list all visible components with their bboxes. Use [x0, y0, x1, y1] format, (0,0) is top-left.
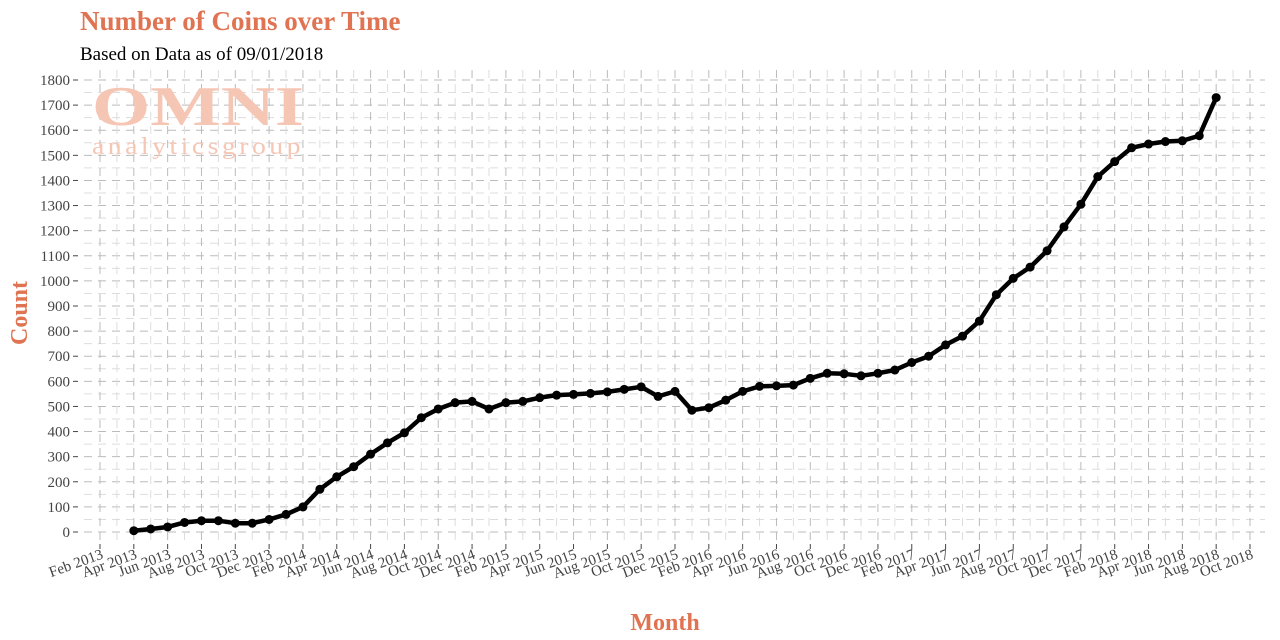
y-tick-label: 400 — [48, 425, 71, 441]
point — [1025, 262, 1035, 272]
y-tick-label: 700 — [48, 349, 71, 365]
point — [366, 449, 376, 459]
y-tick-label: 1100 — [41, 249, 70, 265]
point — [771, 381, 781, 391]
point — [180, 517, 190, 527]
point — [890, 365, 900, 375]
point — [653, 391, 663, 401]
point — [1059, 222, 1069, 232]
y-tick-label: 100 — [48, 500, 71, 516]
y-tick-label: 1700 — [40, 98, 70, 114]
point — [856, 371, 866, 381]
point — [941, 340, 951, 350]
point — [399, 428, 409, 438]
y-tick-label: 200 — [48, 475, 71, 491]
y-tick-label: 500 — [48, 399, 71, 415]
point — [704, 403, 714, 413]
y-tick-label: 1800 — [40, 73, 70, 89]
y-tick-label: 900 — [48, 299, 71, 315]
point — [822, 368, 832, 378]
point — [247, 518, 257, 528]
y-tick-label: 1200 — [40, 224, 70, 240]
point — [129, 526, 139, 536]
chart-subtitle: Based on Data as of 09/01/2018 — [80, 44, 323, 65]
point — [839, 369, 849, 379]
point — [1110, 157, 1120, 167]
point — [467, 396, 477, 406]
point — [619, 384, 629, 394]
y-tick-label: 1600 — [40, 123, 70, 139]
point — [958, 331, 967, 341]
point — [805, 373, 815, 383]
point — [670, 386, 680, 396]
point — [535, 393, 545, 403]
point — [484, 404, 494, 414]
point — [721, 395, 731, 405]
y-tick-label: 1500 — [40, 148, 70, 164]
point — [163, 522, 173, 532]
watermark-logo: OMNI — [92, 76, 304, 138]
point — [416, 413, 426, 423]
watermark-text: analyticsgroup — [92, 134, 304, 160]
point — [602, 387, 612, 397]
point — [687, 405, 697, 415]
point — [788, 380, 798, 390]
point — [1093, 172, 1103, 182]
y-tick-label: 0 — [63, 525, 71, 541]
point — [298, 502, 308, 512]
point — [974, 316, 984, 326]
y-tick-label: 800 — [48, 324, 71, 340]
point — [1144, 139, 1154, 149]
point — [552, 390, 562, 400]
point — [636, 382, 646, 392]
point — [585, 388, 595, 398]
point — [755, 381, 765, 391]
point — [315, 484, 325, 494]
point — [738, 386, 748, 396]
point — [1127, 143, 1137, 153]
point — [1211, 93, 1221, 103]
y-tick-label: 1000 — [40, 274, 70, 290]
x-axis-label: Month — [630, 610, 699, 636]
point — [1177, 136, 1187, 146]
point — [873, 368, 883, 378]
point — [450, 398, 460, 408]
y-tick-label: 1300 — [40, 199, 70, 215]
point — [991, 290, 1001, 300]
point — [264, 514, 274, 524]
point — [213, 516, 223, 526]
point — [518, 396, 528, 406]
chart-title: Number of Coins over Time — [80, 6, 401, 36]
point — [146, 524, 156, 534]
point — [924, 351, 934, 361]
point — [569, 389, 579, 399]
point — [1008, 273, 1018, 283]
y-tick-label: 1400 — [40, 173, 70, 189]
point — [230, 518, 240, 528]
y-axis-label: Count — [7, 281, 33, 345]
y-tick-label: 300 — [48, 450, 71, 466]
point — [332, 472, 342, 482]
point — [501, 398, 511, 408]
point — [1160, 137, 1170, 147]
point — [1076, 199, 1086, 209]
point — [1042, 246, 1052, 256]
y-tick-label: 600 — [48, 374, 71, 390]
point — [907, 358, 917, 367]
point — [349, 462, 359, 472]
point — [433, 404, 443, 414]
point — [1194, 131, 1204, 141]
point — [383, 438, 392, 448]
point — [196, 516, 206, 526]
grid — [84, 70, 1265, 542]
point — [281, 509, 291, 519]
